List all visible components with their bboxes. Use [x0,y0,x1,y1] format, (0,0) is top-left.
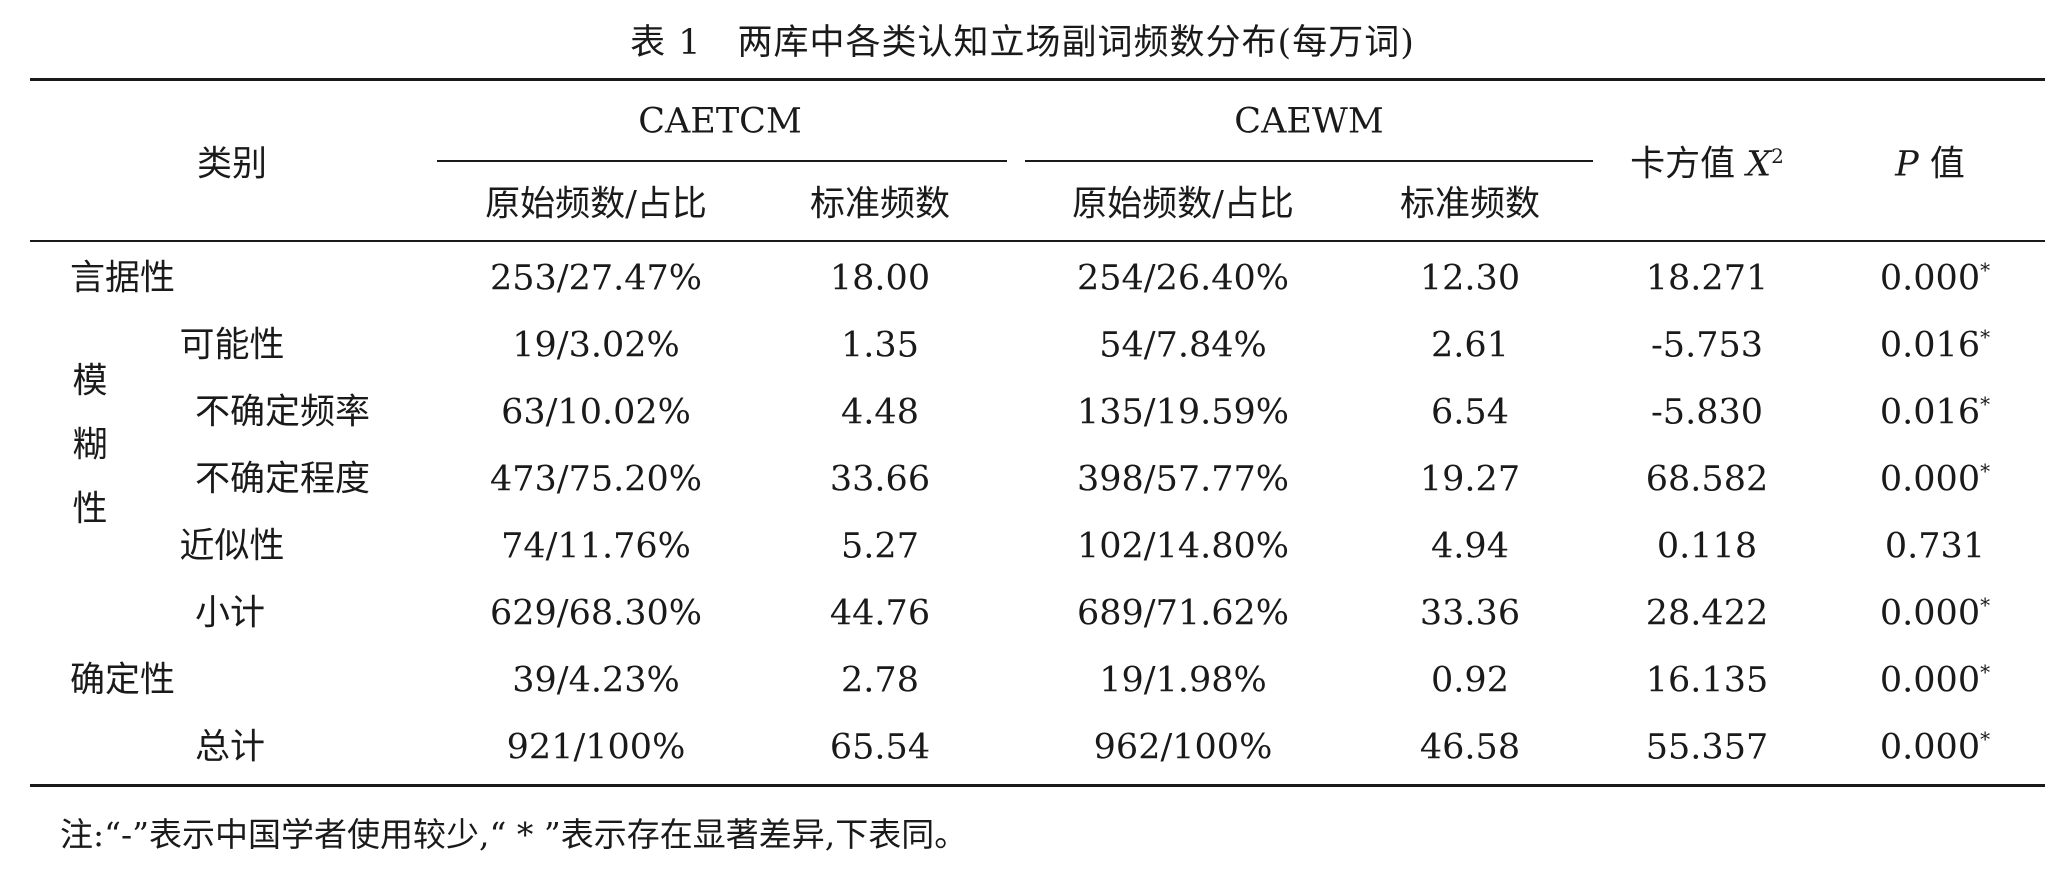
chi-square-cell: -5.753 [1650,325,1764,366]
caetcm-raw-cell: 921/100% [506,727,686,768]
caewm-raw-cell: 962/100% [1093,727,1273,768]
top-rule [30,78,2045,81]
chi-square-cell: 55.357 [1645,727,1769,768]
caetcm-std-cell: 1.35 [841,325,919,366]
significance-mark: * [1980,391,1991,416]
header-p-symbol: P [1895,144,1919,185]
p-value-text: 0.000 [1879,459,1981,500]
row-label: 近似性 [179,526,285,567]
p-value-cell: 0.000* [1879,727,1990,768]
row-label: 小计 [195,593,266,634]
significance-mark: * [1980,324,1991,349]
caetcm-raw-cell: 19/3.02% [512,325,680,366]
vague-group-char-1: 模 [72,361,108,402]
caewm-raw-cell: 135/19.59% [1076,392,1290,433]
caetcm-std-cell: 33.66 [829,459,931,500]
header-caewm-raw: 原始频数/占比 [1072,184,1294,225]
caewm-raw-cell: 689/71.62% [1076,593,1290,634]
row-label: 总计 [195,727,266,768]
caetcm-raw-cell: 39/4.23% [512,660,680,701]
p-value-text: 0.000 [1879,727,1981,768]
p-value-cell: 0.000* [1879,660,1990,701]
table-note: 注:“-”表示中国学者使用较少,“ * ”表示存在显著差异,下表同。 [60,815,968,854]
chi-square-cell: 68.582 [1645,459,1769,500]
caewm-raw-cell: 102/14.80% [1076,526,1290,567]
chi-square-cell: 0.118 [1656,526,1758,567]
chi-square-cell: 18.271 [1645,258,1769,299]
header-chi-sup: 2 [1771,143,1784,168]
caetcm-raw-cell: 63/10.02% [501,392,691,433]
header-p-value: P 值 [1895,144,1965,185]
significance-mark: * [1980,257,1991,282]
p-value-cell: 0.731 [1884,526,1986,567]
caetcm-raw-cell: 253/27.47% [489,258,703,299]
header-caetcm: CAETCM [638,101,802,142]
caetcm-std-cell: 5.27 [841,526,919,567]
caetcm-std-cell: 65.54 [829,727,931,768]
caetcm-std-cell: 18.00 [829,258,931,299]
row-label: 不确定频率 [195,392,371,433]
caewm-std-cell: 46.58 [1419,727,1521,768]
header-p-label: 值 [1918,144,1965,185]
chi-square-cell: 16.135 [1645,660,1769,701]
caewm-std-cell: 6.54 [1431,392,1509,433]
table-caption: 表 1 两库中各类认知立场副词频数分布(每万词) [630,23,1415,63]
significance-mark: * [1980,592,1991,617]
p-value-cell: 0.000* [1879,459,1990,500]
p-value-cell: 0.016* [1879,392,1990,433]
caewm-std-cell: 12.30 [1419,258,1521,299]
caetcm-std-cell: 2.78 [841,660,919,701]
chi-square-cell: 28.422 [1645,593,1769,634]
p-value-cell: 0.016* [1879,325,1990,366]
caetcm-raw-cell: 74/11.76% [501,526,691,567]
p-value-text: 0.731 [1884,526,1986,567]
caetcm-raw-cell: 473/75.20% [489,459,703,500]
p-value-cell: 0.000* [1879,593,1990,634]
caewm-std-cell: 2.61 [1431,325,1509,366]
header-category: 类别 [196,144,268,185]
header-chi-label: 卡方值 [1630,144,1747,185]
p-value-text: 0.000 [1879,593,1981,634]
vague-group-char-3: 性 [72,489,108,530]
row-label: 不确定程度 [195,459,371,500]
caewm-raw-cell: 254/26.40% [1076,258,1290,299]
p-value-text: 0.016 [1879,392,1981,433]
row-label: 确定性 [70,660,176,701]
row-label: 言据性 [70,258,176,299]
caewm-underline [1025,160,1593,162]
header-chi-symbol: X [1746,144,1772,185]
caewm-raw-cell: 19/1.98% [1099,660,1267,701]
caewm-std-cell: 19.27 [1419,459,1521,500]
header-chi-square: 卡方值 X2 [1630,144,1784,185]
header-caetcm-std: 标准频数 [809,184,951,225]
caewm-raw-cell: 54/7.84% [1099,325,1267,366]
chi-square-cell: -5.830 [1650,392,1764,433]
p-value-text: 0.016 [1879,325,1981,366]
caewm-std-cell: 4.94 [1431,526,1509,567]
p-value-text: 0.000 [1879,660,1981,701]
caetcm-underline [437,160,1007,162]
caetcm-raw-cell: 629/68.30% [489,593,703,634]
row-label: 可能性 [179,325,285,366]
p-value-cell: 0.000* [1879,258,1990,299]
header-bottom-rule [30,240,2045,242]
header-caetcm-raw: 原始频数/占比 [485,184,707,225]
p-value-text: 0.000 [1879,258,1981,299]
header-caewm: CAEWM [1234,101,1384,142]
header-caewm-std: 标准频数 [1399,184,1541,225]
significance-mark: * [1980,659,1991,684]
caewm-raw-cell: 398/57.77% [1076,459,1290,500]
bottom-rule [30,784,2045,787]
caetcm-std-cell: 44.76 [829,593,931,634]
caewm-std-cell: 0.92 [1431,660,1509,701]
caewm-std-cell: 33.36 [1419,593,1521,634]
caetcm-std-cell: 4.48 [841,392,919,433]
vague-group-char-2: 糊 [72,425,108,466]
significance-mark: * [1980,458,1991,483]
significance-mark: * [1980,726,1991,751]
